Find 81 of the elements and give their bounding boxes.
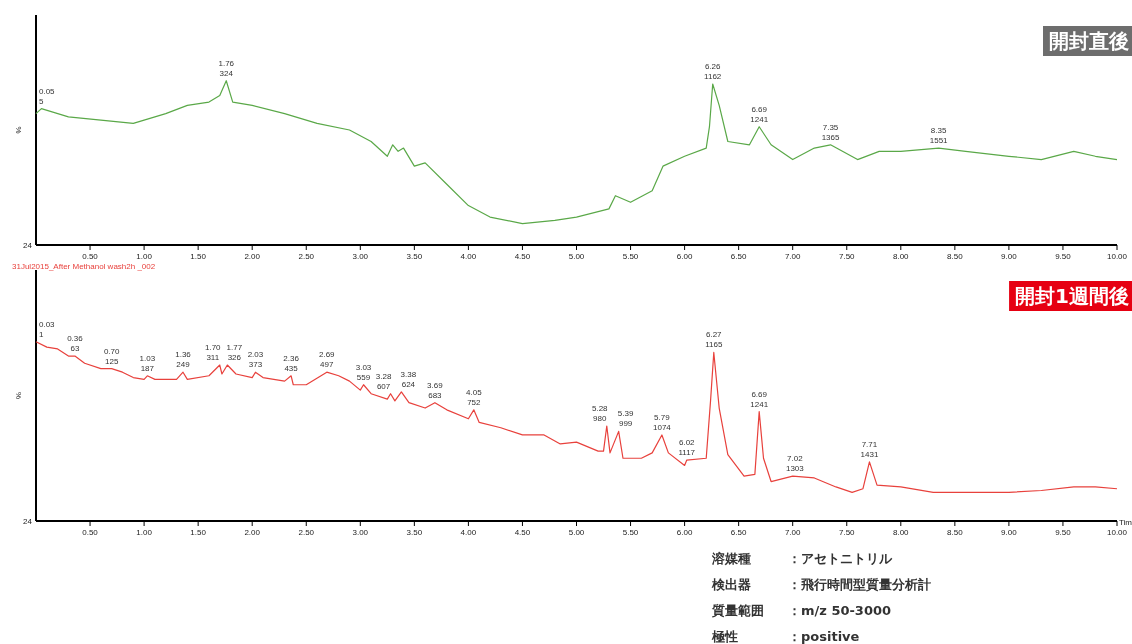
annotation: 1.77 326 — [226, 343, 243, 363]
x-tick-label: 9.50 — [1055, 252, 1072, 261]
text: 溶媒種 ：アセトニトリル — [712, 551, 892, 566]
y-axis-title: % — [14, 391, 23, 400]
annotation: 7.35 1365 — [821, 122, 840, 142]
annotation: 6.02 1117 — [678, 438, 696, 458]
annotation: 0.36 63 — [67, 334, 84, 354]
chart-title: 開封1週間後 — [1015, 284, 1129, 308]
annotation: 2.03 373 — [247, 350, 264, 370]
annotation: 7.02 1303 — [785, 454, 805, 474]
x-tick-label: 6.00 — [676, 252, 693, 261]
x-tick-label: 7.50 — [838, 528, 856, 537]
annotation: 6.69 1241 — [750, 104, 769, 124]
annotation: 2.69 497 — [319, 350, 336, 370]
x-tick-label: 3.00 — [352, 252, 369, 261]
annotation: 5.28 980 — [591, 403, 609, 423]
text: 質量範囲：m/z 50-3000 — [712, 603, 892, 618]
annotation: 4.05 752 — [466, 387, 483, 407]
y-axis-title: % — [14, 126, 23, 134]
x-tick-label: 8.50 — [947, 252, 964, 261]
chart-title: 開封直後 — [1049, 29, 1129, 53]
x-tick-label: 4.00 — [460, 528, 477, 537]
x-tick-label: 8.50 — [947, 528, 964, 537]
x-tick-label: 9.50 — [1055, 528, 1072, 537]
x-tick-label: 1.50 — [190, 528, 207, 537]
x-tick-label: 6.00 — [676, 528, 693, 537]
x-tick-label: 7.50 — [838, 252, 856, 261]
x-tick-label: 4.50 — [514, 528, 531, 537]
x-tick-label: 1.50 — [190, 252, 207, 261]
annotation: 6.27 1165 — [705, 330, 723, 350]
x-tick-label: 3.50 — [406, 528, 423, 537]
x-tick-label: 1.00 — [136, 252, 153, 261]
annotation: 1.03 187 — [139, 353, 156, 373]
text: 31Jul2015_After Methanol wash2h _002 — [12, 262, 156, 271]
x-tick-label: 9.00 — [1001, 252, 1018, 261]
annotation: 3.03 559 — [355, 362, 372, 382]
text: 24 — [23, 517, 33, 526]
x-tick-label: 2.00 — [244, 252, 261, 261]
annotation: 5.79 1074 — [653, 412, 672, 432]
x-tick-label: 2.50 — [298, 528, 315, 537]
annotation: 1.36 249 — [175, 350, 192, 370]
x-tick-label: 0.50 — [82, 528, 99, 537]
x-tick-label: 4.00 — [460, 252, 477, 261]
x-tick-label: 9.00 — [1001, 528, 1018, 537]
x-tick-label: 5.50 — [622, 528, 639, 537]
text: 24 — [23, 241, 33, 250]
x-tick-label: 10.00 — [1106, 252, 1128, 261]
annotation: 6.26 1162 — [704, 62, 722, 81]
x-tick-label: 5.00 — [568, 528, 585, 537]
annotation: 3.28 607 — [375, 371, 392, 391]
x-tick-label: 8.00 — [893, 528, 910, 537]
x-tick-label: 6.50 — [730, 528, 747, 537]
annotation: 3.38 624 — [400, 369, 417, 389]
x-tick-label: 6.50 — [730, 252, 747, 261]
annotation: 2.36 435 — [283, 353, 300, 373]
x-tick-label: 5.00 — [568, 252, 585, 261]
annotation: 1.76 324 — [218, 58, 235, 78]
text: 極性 ：positive — [712, 629, 860, 644]
x-tick-label: 3.50 — [406, 252, 423, 261]
annotation: 5.39 999 — [617, 409, 634, 429]
annotation: 0.05 5 — [39, 86, 56, 106]
x-tick-label: 10.00 — [1106, 528, 1128, 537]
annotation: 7.71 1431 — [860, 439, 879, 459]
x-tick-label: 3.00 — [352, 528, 369, 537]
annotation: 8.35 1551 — [929, 126, 949, 146]
annotation: 3.69 683 — [427, 380, 444, 400]
annotation: 6.69 1241 — [750, 389, 769, 409]
annotation: 0.70 125 — [103, 346, 120, 366]
text: 検出器 ：飛行時間型質量分析計 — [712, 577, 931, 592]
x-tick-label: 1.00 — [136, 528, 153, 537]
x-tick-label: 2.50 — [298, 252, 315, 261]
x-tick-label: 8.00 — [893, 252, 910, 261]
x-tick-label: 0.50 — [82, 252, 99, 261]
x-tick-label: 4.50 — [514, 252, 531, 261]
annotation: 0.03 1 — [39, 319, 56, 339]
x-tick-label: 5.50 — [622, 252, 639, 261]
x-tick-label: 7.00 — [784, 528, 802, 537]
x-tick-label: 7.00 — [784, 252, 802, 261]
x-axis-title: Tim — [1119, 518, 1132, 527]
x-tick-label: 2.00 — [244, 528, 261, 537]
annotation: 1.70 311 — [204, 343, 222, 363]
